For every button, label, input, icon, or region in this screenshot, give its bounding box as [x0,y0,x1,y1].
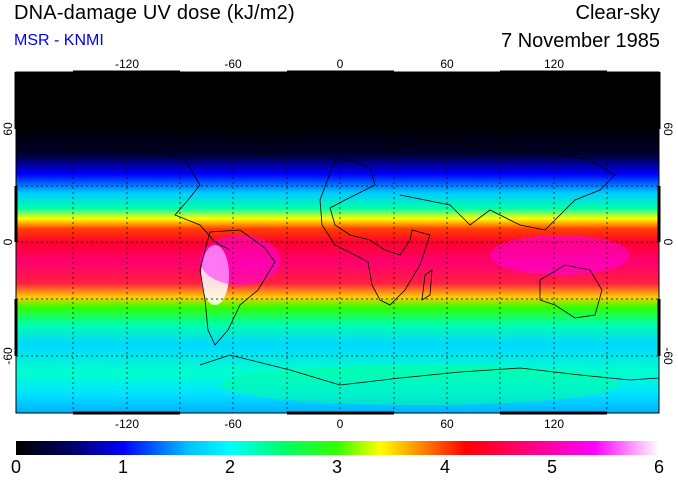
lon-axis-top: -120 -60 0 60 120 [115,57,564,71]
map-frame [14,70,661,415]
date-label: 7 November 1985 [501,30,660,52]
chart-title: DNA-damage UV dose (kJ/m2) [14,2,295,24]
lon-label: 120 [544,57,564,71]
lon-label: 0 [337,417,344,431]
colorbar-label: 6 [653,457,665,477]
colorbar-label: 5 [546,457,558,477]
colorbar-label: 2 [224,457,236,477]
uv-field [16,72,659,413]
lon-label: -120 [115,57,139,71]
colorbar-label: 4 [439,457,451,477]
sky-condition-label: Clear-sky [575,2,660,24]
lat-label: 0 [661,239,675,246]
colorbar-label: 0 [10,457,22,477]
lat-label: -60 [1,347,15,365]
lat-label: 0 [1,238,15,245]
lon-label: -120 [115,417,139,431]
data-source-label: MSR - KNMI [14,32,104,49]
lon-label: -60 [224,417,242,431]
colorbar [16,441,659,455]
lon-label: 60 [440,57,454,71]
lon-label: 120 [544,417,564,431]
lon-axis-bottom: -120 -60 0 60 120 [115,417,564,431]
lat-label: 60 [661,122,675,136]
colorbar-label: 3 [331,457,343,477]
coastlines [59,99,659,386]
lat-label: 60 [1,122,15,136]
lat-axis-left: 60 0 -60 [1,122,15,365]
lon-label: 0 [337,57,344,71]
lat-label: -60 [661,347,675,365]
lat-axis-right: 60 0 -60 [661,122,675,365]
lon-label: -60 [224,57,242,71]
colorbar-label: 1 [117,457,129,477]
lon-label: 60 [440,417,454,431]
graticule [16,72,659,413]
